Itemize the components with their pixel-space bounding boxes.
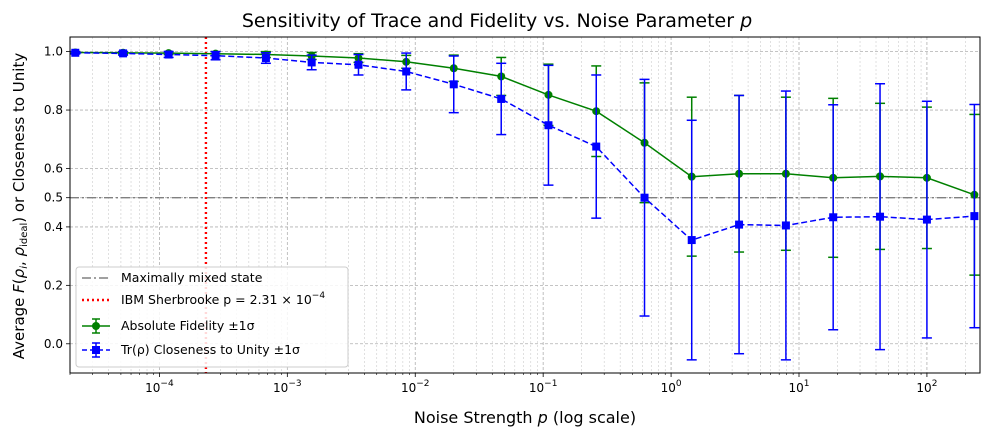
data-point <box>781 221 790 230</box>
y-tick-label: 0.8 <box>44 103 63 117</box>
data-point <box>922 215 931 224</box>
plot-area <box>70 48 980 361</box>
x-tick-label: 10−1 <box>529 379 558 395</box>
y-tick-label: 0.0 <box>44 337 63 351</box>
data-point <box>354 60 363 69</box>
y-tick-label: 0.2 <box>44 278 63 292</box>
data-point <box>307 58 316 67</box>
data-point <box>119 49 128 58</box>
chart-title: Sensitivity of Trace and Fidelity vs. No… <box>242 10 752 32</box>
legend-swatch-marker <box>92 346 100 354</box>
axes-frame <box>69 36 981 374</box>
y-tick-label: 0.5 <box>44 191 63 205</box>
series-trace-closeness <box>70 48 980 361</box>
legend-label-mixed-state: Maximally mixed state <box>121 270 263 285</box>
x-tick-label: 101 <box>788 379 809 395</box>
x-tick-label: 10−2 <box>401 379 430 395</box>
data-point <box>449 80 458 89</box>
data-point <box>211 51 220 60</box>
data-point <box>261 54 270 63</box>
x-tick-label: 100 <box>661 379 682 395</box>
legend-box <box>75 266 349 368</box>
legend-label-series: Absolute Fidelity ±1σ <box>121 318 255 333</box>
x-tick-label: 102 <box>916 379 937 395</box>
data-point <box>544 121 553 130</box>
data-point <box>876 212 885 221</box>
legend-entry-series: Absolute Fidelity ±1σ <box>82 318 255 334</box>
data-point <box>640 193 649 202</box>
legend: Maximally mixed state IBM Sherbrooke p = … <box>75 266 349 368</box>
data-point <box>71 48 80 57</box>
data-point <box>829 213 838 222</box>
series-line <box>75 51 975 196</box>
data-point <box>164 50 173 59</box>
data-point <box>735 220 744 229</box>
y-tick-label: 1.0 <box>44 45 63 59</box>
legend-swatch-marker <box>92 322 100 330</box>
y-axis-label: Average F(ρi, ρideal) or Closeness to Un… <box>10 53 30 360</box>
series-line <box>75 52 975 241</box>
x-tick-label: 10−3 <box>273 379 302 395</box>
y-tick-label: 0.6 <box>44 161 63 175</box>
axis-ticks: 10−4 10−3 10−2 10−1 100 101 102 0.0 0.2 0.4 0.5 0.6… <box>44 45 966 395</box>
data-point <box>497 94 506 103</box>
y-tick-label: 0.4 <box>44 220 63 234</box>
x-axis-label: Noise Strength p (log scale) <box>414 408 636 427</box>
data-point <box>687 236 696 245</box>
x-tick-label: 10−4 <box>145 379 174 395</box>
legend-label-sherbrooke: IBM Sherbrooke p = 2.31 × 10−4 <box>121 291 325 307</box>
legend-entry-series: Tr(ρ) Closeness to Unity ±1σ <box>82 342 300 358</box>
legend-label-series: Tr(ρ) Closeness to Unity ±1σ <box>120 342 300 357</box>
data-point <box>402 67 411 76</box>
data-point <box>970 212 979 221</box>
data-point <box>592 142 601 151</box>
